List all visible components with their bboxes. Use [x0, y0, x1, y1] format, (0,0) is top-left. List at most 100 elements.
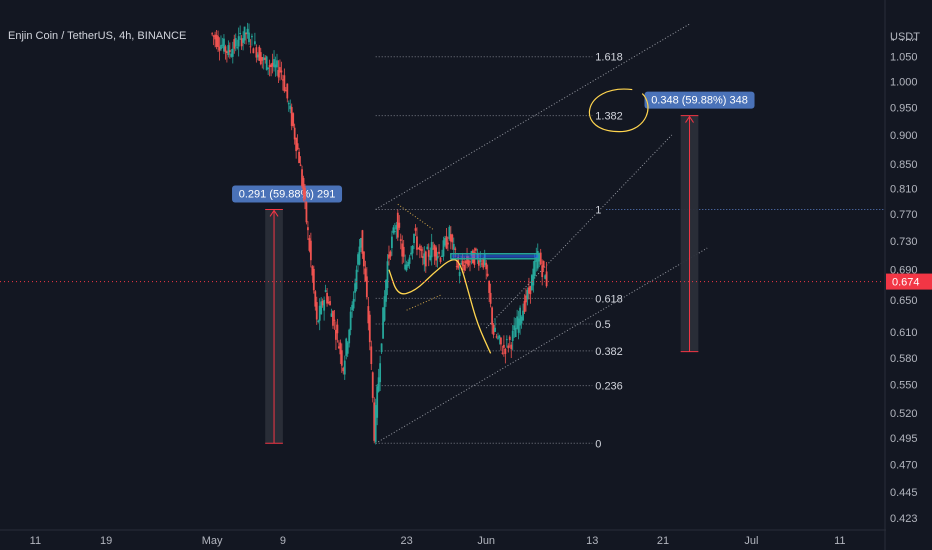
price-tick-label: 0.423 — [890, 513, 918, 525]
candle-body — [451, 234, 454, 243]
candle-body — [382, 307, 384, 339]
candle-body — [217, 36, 219, 48]
candle-body — [517, 318, 520, 333]
candle-body — [373, 402, 376, 441]
candle-body — [221, 44, 224, 46]
candle-body — [346, 342, 349, 354]
candle-body — [236, 47, 239, 49]
candle-body — [380, 343, 383, 353]
candle-body — [248, 32, 250, 43]
measure-label-box — [232, 185, 343, 203]
candle-body — [539, 252, 542, 265]
candle-body — [486, 273, 489, 276]
candle-body — [452, 243, 455, 250]
candle-body — [323, 299, 326, 311]
candle-body — [494, 327, 496, 332]
candle-body — [289, 105, 292, 110]
candle-body — [264, 57, 267, 60]
candle-body — [337, 346, 340, 349]
candle-body — [307, 227, 309, 231]
price-tick-label: 0.470 — [890, 459, 918, 471]
candle-body — [483, 254, 486, 266]
candle-body — [281, 79, 284, 81]
candle-body — [364, 268, 367, 281]
candle-body — [361, 230, 364, 254]
candle-body — [386, 261, 389, 289]
candle-body — [466, 256, 468, 265]
candle-body — [520, 316, 523, 324]
candle-body — [528, 287, 530, 294]
candle-body — [227, 45, 230, 55]
candle-body — [279, 67, 281, 73]
candle-body — [276, 60, 278, 68]
candle-body — [280, 70, 283, 73]
candle-body — [237, 36, 240, 47]
candle-body — [267, 67, 270, 69]
candles-group — [211, 22, 548, 445]
candle-body — [529, 286, 532, 295]
measure-label-text: 0.291 (59.88%) 291 — [239, 188, 336, 200]
candle-body — [371, 372, 374, 398]
candle-body — [274, 64, 277, 68]
candle-body — [351, 304, 354, 311]
candle-body — [388, 254, 390, 259]
candle-body — [538, 258, 541, 262]
candle-body — [252, 48, 255, 54]
candle-body — [251, 35, 253, 38]
candle-body — [508, 336, 511, 341]
candle-body — [444, 238, 446, 246]
channel-line — [375, 23, 690, 210]
candle-body — [332, 311, 334, 326]
candle-body — [270, 64, 272, 68]
candle-body — [286, 83, 289, 99]
candle-body — [259, 52, 262, 65]
candle-body — [426, 246, 429, 250]
candle-body — [305, 202, 308, 223]
price-tick-label: 0.900 — [890, 130, 918, 142]
candle-body — [265, 56, 268, 70]
candle-body — [519, 307, 521, 326]
candle-body — [461, 260, 464, 266]
candle-body — [421, 256, 424, 258]
candle-body — [464, 261, 467, 263]
candle-body — [441, 255, 443, 258]
candle-body — [523, 301, 526, 312]
candle-body — [482, 257, 485, 268]
candle-body — [525, 295, 527, 303]
candle-body — [246, 28, 249, 34]
candle-body — [533, 260, 536, 277]
candle-body — [245, 33, 247, 35]
time-tick-label: 13 — [586, 535, 598, 547]
candle-body — [277, 70, 280, 78]
candle-body — [262, 57, 265, 61]
candle-body — [407, 261, 410, 267]
candle-body — [368, 314, 371, 343]
circle-annotation — [588, 88, 649, 133]
candle-body — [420, 249, 423, 251]
candle-body — [335, 329, 337, 340]
candle-body — [455, 266, 458, 268]
candle-body — [309, 240, 312, 261]
candle-body — [296, 143, 299, 150]
fib-level-label: 0.5 — [595, 319, 610, 331]
candle-body — [438, 251, 440, 254]
candle-body — [501, 352, 504, 354]
candle-body — [211, 33, 214, 35]
candle-body — [352, 299, 355, 309]
fib-level-label: 0.382 — [595, 346, 623, 358]
candle-body — [383, 296, 386, 321]
candle-body — [498, 335, 501, 339]
candle-body — [349, 311, 352, 331]
candle-body — [485, 262, 488, 270]
time-tick-label: 11 — [30, 535, 41, 547]
candle-body — [408, 257, 411, 264]
candle-body — [242, 38, 244, 43]
candle-body — [401, 243, 404, 257]
price-tick-label: 0.495 — [890, 433, 918, 445]
candle-body — [374, 405, 377, 442]
wedge-upper-line — [397, 203, 434, 230]
candle-body — [292, 113, 295, 127]
candle-body — [360, 237, 362, 248]
